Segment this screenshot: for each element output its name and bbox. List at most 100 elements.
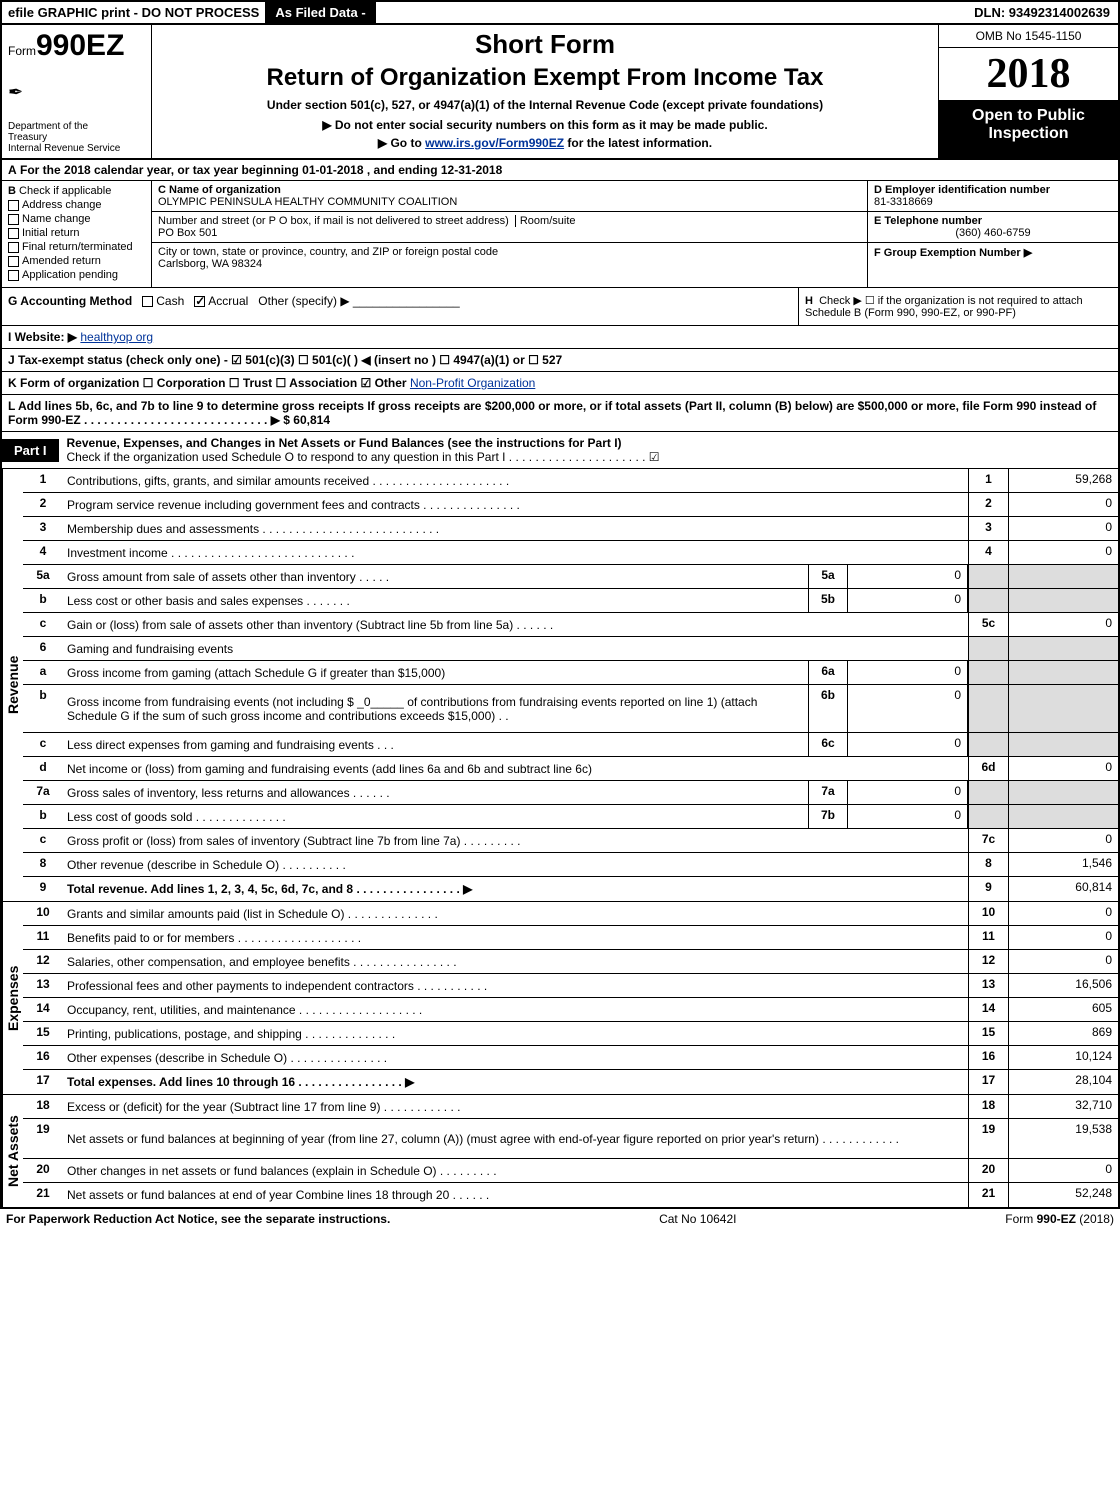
line-6d: dNet income or (loss) from gaming and fu… [23, 757, 1118, 781]
dept3: Internal Revenue Service [8, 143, 145, 154]
d-cell: D Employer identification number 81-3318… [868, 181, 1118, 212]
dept1: Department of the [8, 121, 145, 132]
chk-pending[interactable]: Application pending [8, 269, 145, 281]
footer: For Paperwork Reduction Act Notice, see … [0, 1209, 1120, 1229]
e-cell: E Telephone number (360) 460-6759 [868, 212, 1118, 243]
chk-amended[interactable]: Amended return [8, 255, 145, 267]
c-name-label: C Name of organization [158, 184, 281, 196]
line-6a: aGross income from gaming (attach Schedu… [23, 661, 1118, 685]
part1-title-text: Revenue, Expenses, and Changes in Net As… [67, 436, 622, 450]
accrual-label: Accrual [208, 294, 248, 308]
chk-initial[interactable]: Initial return [8, 227, 145, 239]
irs-link[interactable]: www.irs.gov/Form990EZ [425, 136, 564, 150]
row-i: I Website: ▶ healthyop org [2, 326, 1118, 349]
part1-title: Revenue, Expenses, and Changes in Net As… [59, 432, 1118, 468]
warn2-pre: ▶ Go to [378, 136, 425, 150]
e-label: E Telephone number [874, 215, 982, 227]
form-title: Return of Organization Exempt From Incom… [160, 64, 930, 92]
line-21: 21Net assets or fund balances at end of … [23, 1183, 1118, 1207]
top-bar: efile GRAPHIC print - DO NOT PROCESS As … [2, 2, 1118, 25]
d-label: D Employer identification number [874, 184, 1050, 196]
revenue-vert-label: Revenue [2, 469, 23, 901]
form-number: Form990EZ [8, 29, 145, 63]
org-addr: PO Box 501 [158, 227, 217, 239]
part1-label: Part I [2, 439, 59, 462]
line-9: 9Total revenue. Add lines 1, 2, 3, 4, 5c… [23, 877, 1118, 901]
header-mid: Short Form Return of Organization Exempt… [152, 25, 938, 158]
line-20: 20Other changes in net assets or fund ba… [23, 1159, 1118, 1183]
h-text: Check ▶ ☐ if the organization is not req… [805, 295, 1083, 319]
line-10: 10Grants and similar amounts paid (list … [23, 902, 1118, 926]
a-mid: , and ending [367, 163, 441, 177]
org-city: Carlsborg, WA 98324 [158, 258, 262, 270]
tax-year: 2018 [939, 48, 1118, 101]
efile-label: efile GRAPHIC print - DO NOT PROCESS [2, 2, 265, 23]
phone: (360) 460-6759 [874, 227, 1112, 239]
footer-left: For Paperwork Reduction Act Notice, see … [6, 1212, 390, 1226]
seal-icon: ✒ [8, 82, 145, 103]
row-g: G Accounting Method Cash Accrual Other (… [2, 288, 798, 325]
col-def: D Employer identification number 81-3318… [868, 181, 1118, 287]
part1-header: Part I Revenue, Expenses, and Changes in… [2, 432, 1118, 469]
f-cell: F Group Exemption Number ▶ [868, 243, 1118, 262]
line-5b: bLess cost or other basis and sales expe… [23, 589, 1118, 613]
l-text: L Add lines 5b, 6c, and 7b to line 9 to … [8, 399, 1096, 427]
footer-right: Form 990-EZ (2018) [1005, 1212, 1114, 1226]
line-5a: 5aGross amount from sale of assets other… [23, 565, 1118, 589]
c-addr-label: Number and street (or P O box, if mail i… [158, 215, 509, 227]
k-link[interactable]: Non-Profit Organization [410, 376, 535, 390]
other-label: Other (specify) ▶ [258, 294, 349, 308]
chk-cash[interactable] [142, 296, 153, 307]
col-c: C Name of organization OLYMPIC PENINSULA… [152, 181, 868, 287]
revenue-lines: 1Contributions, gifts, grants, and simil… [23, 469, 1118, 901]
line-18: 18Excess or (deficit) for the year (Subt… [23, 1095, 1118, 1119]
warning-1: ▶ Do not enter social security numbers o… [160, 118, 930, 132]
row-k: K Form of organization ☐ Corporation ☐ T… [2, 372, 1118, 395]
line-15: 15Printing, publications, postage, and s… [23, 1022, 1118, 1046]
chk-name[interactable]: Name change [8, 213, 145, 225]
h-label: H [805, 295, 813, 307]
c-name-cell: C Name of organization OLYMPIC PENINSULA… [152, 181, 867, 212]
dln-label: DLN: 93492314002639 [966, 2, 1118, 23]
chk-accrual[interactable] [194, 296, 205, 307]
chk-final[interactable]: Final return/terminated [8, 241, 145, 253]
line-6b: bGross income from fundraising events (n… [23, 685, 1118, 733]
website-link[interactable]: healthyop org [80, 330, 153, 344]
row-a: A For the 2018 calendar year, or tax yea… [2, 160, 1118, 181]
row-gh: G Accounting Method Cash Accrual Other (… [2, 288, 1118, 326]
form-header: Form990EZ ✒ Department of the Treasury I… [2, 25, 1118, 160]
line-7a: 7aGross sales of inventory, less returns… [23, 781, 1118, 805]
line-16: 16Other expenses (describe in Schedule O… [23, 1046, 1118, 1070]
chk-address[interactable]: Address change [8, 199, 145, 211]
line-2: 2Program service revenue including gover… [23, 493, 1118, 517]
row-l: L Add lines 5b, 6c, and 7b to line 9 to … [2, 395, 1118, 432]
room-label: Room/suite [515, 215, 576, 227]
revenue-section: Revenue 1Contributions, gifts, grants, a… [2, 469, 1118, 902]
a-begin: 01-01-2018 [302, 163, 363, 177]
line-7b: bLess cost of goods sold . . . . . . . .… [23, 805, 1118, 829]
header-right: OMB No 1545-1150 2018 Open to Public Ins… [938, 25, 1118, 158]
line-14: 14Occupancy, rent, utilities, and mainte… [23, 998, 1118, 1022]
f-label: F Group Exemption Number ▶ [874, 247, 1032, 259]
form-container: efile GRAPHIC print - DO NOT PROCESS As … [0, 0, 1120, 1209]
dept2: Treasury [8, 132, 145, 143]
g-label: G Accounting Method [8, 294, 132, 308]
a-label: A [8, 163, 17, 177]
netassets-vert-label: Net Assets [2, 1095, 23, 1207]
open-public-label: Open to Public Inspection [939, 101, 1118, 158]
section-bcdef: B Check if applicable Address change Nam… [2, 181, 1118, 288]
i-label: I Website: ▶ [8, 330, 77, 344]
c-city-cell: City or town, state or province, country… [152, 243, 867, 273]
line-6c: cLess direct expenses from gaming and fu… [23, 733, 1118, 757]
line-1: 1Contributions, gifts, grants, and simil… [23, 469, 1118, 493]
expenses-lines: 10Grants and similar amounts paid (list … [23, 902, 1118, 1094]
netassets-lines: 18Excess or (deficit) for the year (Subt… [23, 1095, 1118, 1207]
footer-mid: Cat No 10642I [659, 1212, 736, 1226]
a-pre: For the 2018 calendar year, or tax year … [20, 163, 302, 177]
line-12: 12Salaries, other compensation, and empl… [23, 950, 1118, 974]
k-pre: K Form of organization ☐ Corporation ☐ T… [8, 376, 410, 390]
col-b: B Check if applicable Address change Nam… [2, 181, 152, 287]
row-j: J Tax-exempt status (check only one) - ☑… [2, 349, 1118, 372]
warning-2: ▶ Go to www.irs.gov/Form990EZ for the la… [160, 136, 930, 150]
ein: 81-3318669 [874, 196, 933, 208]
